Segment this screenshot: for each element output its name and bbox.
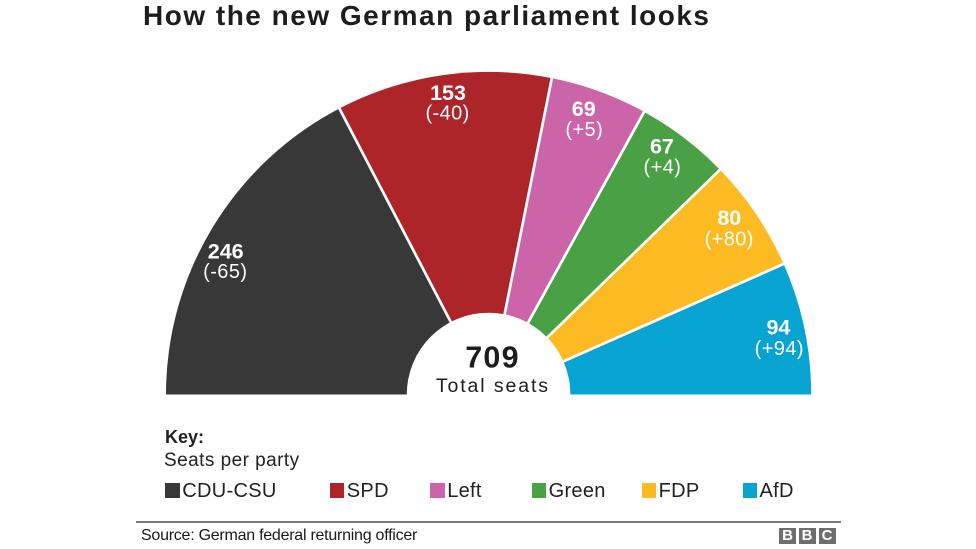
svg-text:153: 153: [430, 81, 466, 105]
svg-text:67: 67: [650, 134, 674, 158]
svg-text:246: 246: [208, 239, 244, 263]
svg-text:(+80): (+80): [705, 229, 754, 251]
svg-text:709: 709: [465, 341, 520, 375]
svg-text:(-65): (-65): [203, 261, 247, 283]
svg-text:(+94): (+94): [755, 338, 804, 360]
svg-text:(+5): (+5): [565, 119, 603, 141]
svg-text:69: 69: [572, 97, 596, 121]
svg-text:94: 94: [766, 315, 790, 339]
svg-text:(-40): (-40): [425, 103, 469, 125]
svg-text:(+4): (+4): [644, 157, 682, 179]
svg-text:80: 80: [717, 206, 741, 230]
svg-text:Total seats: Total seats: [436, 375, 550, 397]
